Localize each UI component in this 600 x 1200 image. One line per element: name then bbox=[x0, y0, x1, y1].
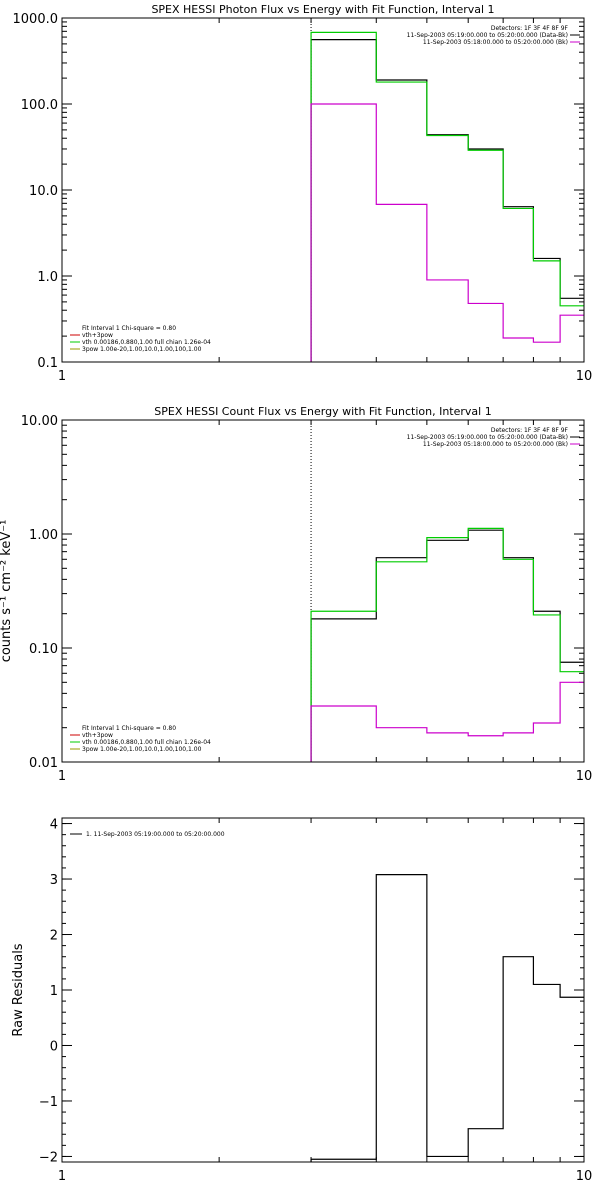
legend-entry: Detectors: 1F 3F 4F 8F 9F bbox=[491, 427, 569, 434]
y-tick-label: 10.00 bbox=[21, 414, 58, 429]
x-tick-label: 1 bbox=[58, 769, 66, 784]
series-black bbox=[310, 529, 584, 762]
fit-legend-entry: vth+3pow bbox=[82, 732, 113, 739]
plot-frame bbox=[61, 419, 585, 763]
legend-entry: Detectors: 1F 3F 4F 8F 9F bbox=[491, 25, 569, 32]
x-tick-label: 1 bbox=[58, 1169, 66, 1184]
y-tick-label: 1 bbox=[50, 984, 58, 999]
fit-legend-entry: vth 0.00186,0.880,1.00 full chian 1.26e-… bbox=[82, 739, 211, 746]
chart-panel-3: Raw Residuals 1 10 −2 −1 0 1 2 3 4 1. 11-Sep-2003 … bbox=[11, 817, 593, 1184]
series-black bbox=[310, 873, 584, 1162]
y-tick-label: 1.00 bbox=[29, 528, 58, 543]
x-tick-label: 1 bbox=[58, 369, 66, 384]
y-axis-label: counts s⁻¹ cm⁻² keV⁻¹ bbox=[0, 520, 14, 663]
fit-legend-entry: vth 0.00186,0.880,1.00 full chian 1.26e-… bbox=[82, 339, 211, 346]
chart-title: SPEX HESSI Photon Flux vs Energy with Fi… bbox=[151, 3, 494, 16]
chart-panel-2: SPEX HESSI Count Flux vs Energy with Fit… bbox=[0, 405, 592, 784]
y-tick-label: −1 bbox=[39, 1095, 58, 1110]
y-axis-label: Raw Residuals bbox=[11, 943, 26, 1036]
y-tick-label: 0.01 bbox=[29, 756, 58, 771]
y-tick-label: 0.10 bbox=[29, 642, 58, 657]
y-tick-label: 1000.0 bbox=[13, 12, 59, 27]
y-tick-label: 1.0 bbox=[37, 270, 58, 285]
y-tick-label: −2 bbox=[39, 1150, 58, 1165]
chart-title: SPEX HESSI Count Flux vs Energy with Fit… bbox=[154, 405, 491, 418]
series-green bbox=[310, 527, 584, 762]
legend-entry: 11-Sep-2003 05:18:00.000 to 05:20:00.000… bbox=[423, 39, 568, 46]
chart-panel-1: SPEX HESSI Photon Flux vs Energy with Fi… bbox=[13, 3, 593, 384]
fit-legend-entry: vth+3pow bbox=[82, 332, 113, 339]
legend-entry: 1. 11-Sep-2003 05:19:00.000 to 05:20:00.… bbox=[86, 831, 225, 838]
series-green bbox=[310, 31, 584, 362]
x-tick-label: 10 bbox=[576, 769, 593, 784]
plot-frame bbox=[61, 17, 585, 363]
fit-legend-entry: Fit Interval 1 Chi-square = 0.80 bbox=[82, 725, 176, 732]
y-tick-label: 2 bbox=[50, 929, 58, 944]
fit-legend-entry: 3pow 1.00e-20,1.00,10.0,1.00,100,1.00 bbox=[82, 346, 202, 353]
y-tick-label: 0 bbox=[50, 1039, 58, 1054]
fit-legend-entry: 3pow 1.00e-20,1.00,10.0,1.00,100,1.00 bbox=[82, 746, 202, 753]
x-tick-label: 10 bbox=[576, 1169, 593, 1184]
series-magenta bbox=[310, 103, 584, 362]
legend-entry: 11-Sep-2003 05:18:00.000 to 05:20:00.000… bbox=[423, 441, 568, 448]
legend-entry: 11-Sep-2003 05:19:00.000 to 05:20:00.000… bbox=[407, 32, 568, 39]
y-tick-label: 4 bbox=[50, 818, 58, 833]
y-tick-label: 0.1 bbox=[37, 356, 58, 371]
series-magenta bbox=[310, 681, 584, 762]
plot-frame bbox=[61, 817, 585, 1163]
series-black bbox=[310, 39, 584, 362]
y-tick-label: 3 bbox=[50, 873, 58, 888]
legend-entry: 11-Sep-2003 05:19:00.000 to 05:20:00.000… bbox=[407, 434, 568, 441]
x-tick-label: 10 bbox=[576, 369, 593, 384]
y-tick-label: 10.0 bbox=[29, 184, 58, 199]
fit-legend-entry: Fit Interval 1 Chi-square = 0.80 bbox=[82, 325, 176, 332]
y-tick-label: 100.0 bbox=[21, 98, 58, 113]
